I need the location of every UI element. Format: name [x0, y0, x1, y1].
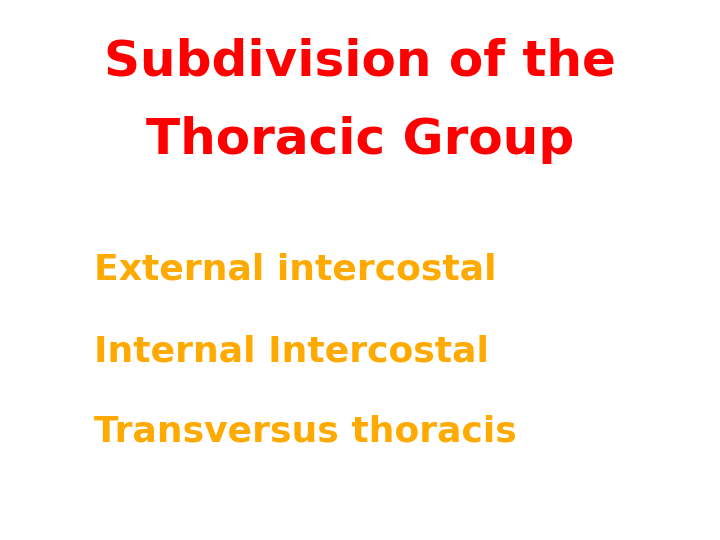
Text: Internal Intercostal: Internal Intercostal — [94, 334, 488, 368]
Text: Transversus thoracis: Transversus thoracis — [94, 415, 516, 449]
Text: External intercostal: External intercostal — [94, 253, 496, 287]
Text: Subdivision of the: Subdivision of the — [104, 38, 616, 86]
Text: Thoracic Group: Thoracic Group — [146, 116, 574, 164]
